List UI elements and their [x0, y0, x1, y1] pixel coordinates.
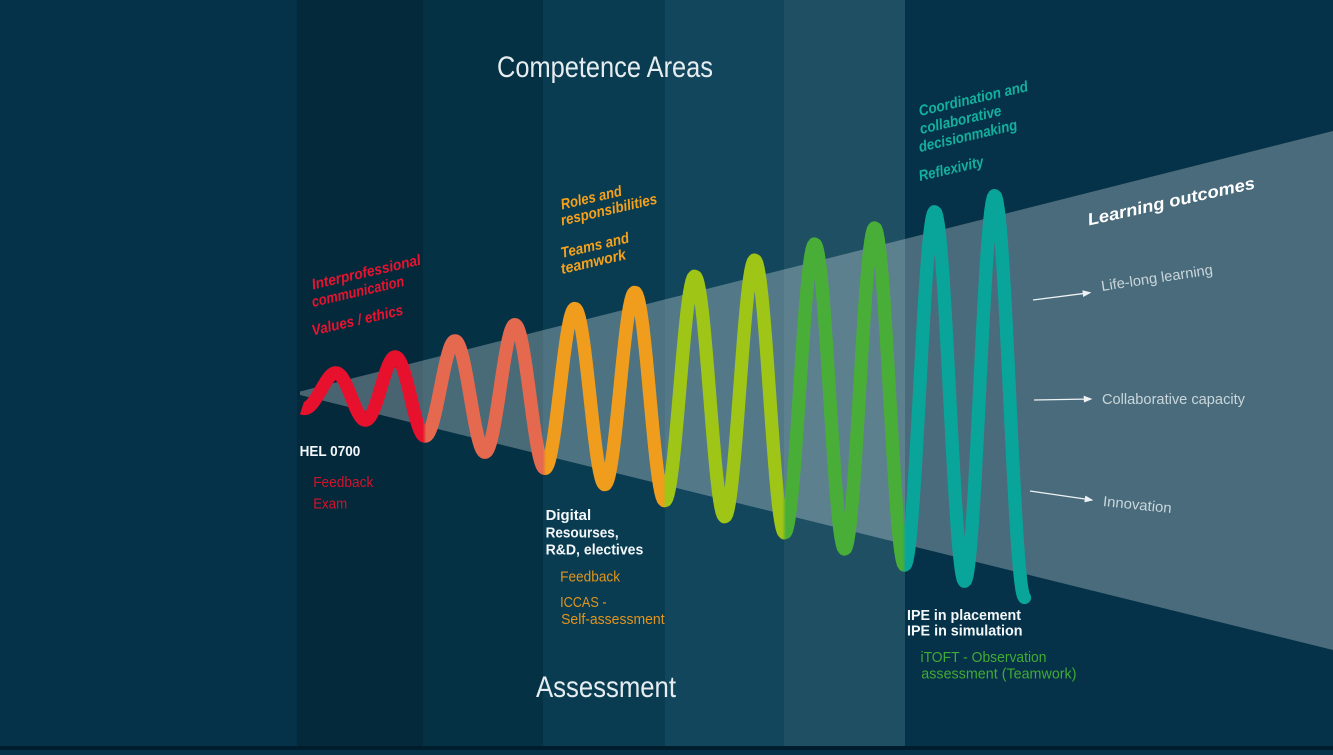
svg-text:HEL 0700: HEL 0700 — [300, 443, 361, 460]
svg-text:Self-assessment: Self-assessment — [561, 611, 665, 628]
svg-text:Feedback: Feedback — [313, 474, 374, 491]
svg-text:Assessment: Assessment — [536, 671, 677, 704]
svg-text:Collaborative capacity: Collaborative capacity — [1102, 392, 1246, 408]
svg-text:Digital: Digital — [546, 507, 592, 524]
svg-text:Innovation: Innovation — [1102, 494, 1172, 517]
svg-text:Resourses,: Resourses, — [546, 525, 619, 542]
svg-text:Competence Areas: Competence Areas — [497, 51, 713, 84]
svg-text:ICCAS -: ICCAS - — [560, 594, 607, 611]
svg-text:iTOFT - Observation: iTOFT - Observation — [921, 649, 1047, 666]
svg-text:assessment (Teamwork): assessment (Teamwork) — [921, 666, 1076, 683]
svg-text:R&D, electives: R&D, electives — [546, 542, 644, 559]
svg-text:IPE in placement: IPE in placement — [907, 607, 1021, 624]
svg-text:Feedback: Feedback — [560, 569, 620, 586]
svg-text:Exam: Exam — [313, 496, 347, 513]
svg-text:IPE in simulation: IPE in simulation — [907, 623, 1023, 640]
